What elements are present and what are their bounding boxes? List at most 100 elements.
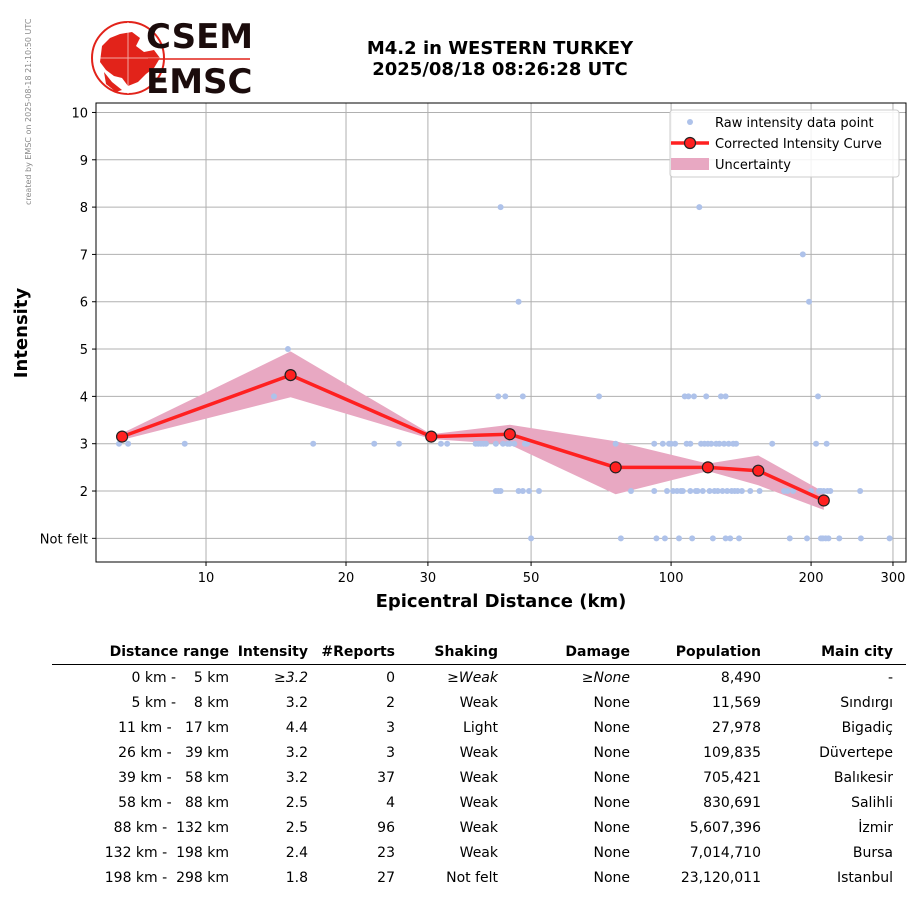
raw-data-point — [738, 488, 745, 495]
legend-label-raw: Raw intensity data point — [715, 116, 874, 131]
cell-population: 109,835 — [703, 744, 761, 761]
title-datetime: 2025/08/18 08:26:28 UTC — [372, 59, 628, 80]
corrected-intensity-marker — [701, 461, 715, 474]
raw-data-point — [284, 346, 291, 353]
raw-data-point — [499, 440, 506, 447]
x-tick-label: 50 — [523, 571, 540, 586]
cell-intensity: 3.2 — [285, 694, 308, 711]
cell-damage: None — [593, 869, 630, 886]
legend: Raw intensity data point Corrected Intens… — [669, 109, 900, 178]
cell-intensity: 4.4 — [285, 719, 308, 736]
header-population: Population — [675, 644, 761, 660]
header-shaking: Shaking — [434, 644, 498, 660]
raw-data-point — [651, 488, 658, 495]
x-tick-label: 300 — [881, 571, 906, 586]
globe-icon — [91, 21, 165, 95]
cell-intensity: 3.2 — [285, 744, 308, 761]
cell-shaking: Weak — [459, 769, 498, 786]
raw-data-point — [687, 440, 694, 447]
creator-credit: created by EMSC on 2025-08-18 21:10:50 U… — [24, 18, 33, 205]
raw-data-point — [734, 488, 741, 495]
legend-label-uncertainty: Uncertainty — [715, 158, 791, 173]
corrected-intensity-marker — [425, 430, 438, 443]
raw-data-point — [310, 440, 317, 447]
raw-data-point — [813, 440, 820, 447]
raw-data-point — [799, 251, 806, 258]
cell-population: 830,691 — [703, 794, 761, 811]
raw-data-point — [612, 440, 619, 447]
raw-data-point — [886, 535, 893, 542]
x-tick-label: 10 — [198, 571, 215, 586]
y-tick-label: Not felt — [40, 532, 88, 547]
cell-intensity: 2.5 — [285, 794, 308, 811]
raw-data-point — [181, 440, 188, 447]
raw-data-point — [694, 488, 701, 495]
cell-distance-range: 88 km - 132 km — [113, 819, 229, 836]
cell-intensity: 2.5 — [285, 819, 308, 836]
cell-main-city: Istanbul — [836, 869, 893, 886]
y-tick-label: 10 — [71, 106, 88, 121]
cell-population: 23,120,011 — [680, 869, 761, 886]
cell-shaking: Light — [463, 719, 498, 736]
cell-damage: None — [593, 844, 630, 861]
cell-population: 7,014,710 — [689, 844, 761, 861]
cell-population: 11,569 — [712, 694, 761, 711]
cell-reports: 23 — [377, 844, 395, 861]
raw-data-point — [651, 440, 658, 447]
table-row: 0 km - 5 km ≥3.2 0 ≥Weak ≥None 8,490 - — [52, 665, 906, 690]
cell-main-city: İzmir — [858, 819, 893, 836]
cell-population: 8,490 — [720, 669, 761, 686]
raw-data-point — [690, 393, 697, 400]
raw-data-point — [679, 488, 686, 495]
table-row: 26 km - 39 km 3.2 3 Weak None 109,835 Düvertep… — [52, 740, 906, 765]
cell-shaking: ≥Weak — [447, 669, 498, 686]
raw-data-point — [502, 393, 509, 400]
raw-data-point — [515, 488, 522, 495]
csem-emsc-logo: CSEM EMSC — [91, 17, 253, 100]
cell-main-city: - — [887, 669, 893, 686]
corrected-intensity-marker — [115, 430, 129, 443]
raw-data-point — [696, 204, 703, 211]
raw-data-point — [727, 535, 734, 542]
raw-data-point — [519, 393, 526, 400]
table-row: 39 km - 58 km 3.2 37 Weak None 705,421 Balıkes… — [52, 765, 906, 790]
raw-data-point — [769, 440, 776, 447]
raw-data-point — [663, 488, 670, 495]
raw-data-point — [627, 488, 634, 495]
raw-data-point — [492, 440, 499, 447]
intensity-table: Distance range Intensity #Reports Shakin… — [52, 640, 906, 890]
header-reports: #Reports — [321, 644, 395, 660]
corrected-intensity-marker — [609, 461, 622, 474]
raw-data-point — [825, 535, 832, 542]
y-tick-label: 3 — [80, 438, 88, 453]
cell-intensity: 2.4 — [285, 844, 308, 861]
raw-data-point — [725, 440, 732, 447]
raw-data-point — [716, 440, 723, 447]
cell-distance-range: 132 km - 198 km — [104, 844, 229, 861]
raw-data-point — [511, 440, 518, 447]
raw-data-point — [722, 393, 729, 400]
raw-data-point — [524, 440, 530, 447]
logo-emsc-text: EMSC — [146, 62, 253, 100]
x-axis-label: Epicentral Distance (km) — [376, 591, 627, 612]
cell-shaking: Weak — [459, 844, 498, 861]
raw-data-point — [444, 440, 451, 447]
legend-curve-marker — [683, 136, 697, 150]
cell-shaking: Weak — [459, 794, 498, 811]
legend-box — [669, 109, 900, 178]
corrected-intensity-marker — [284, 368, 297, 382]
credit-text: created by EMSC on 2025-08-18 21:10:50 U… — [24, 18, 33, 205]
cell-damage: None — [593, 794, 630, 811]
cell-distance-range: 39 km - 58 km — [118, 769, 229, 786]
cell-reports: 27 — [377, 869, 395, 886]
cell-population: 27,978 — [712, 719, 761, 736]
cell-distance-range: 5 km - 8 km — [131, 694, 229, 711]
y-tick-label: 2 — [80, 485, 88, 500]
raw-data-point — [857, 535, 864, 542]
x-tick-label: 100 — [659, 571, 684, 586]
raw-data-point — [717, 393, 724, 400]
raw-data-point — [689, 535, 696, 542]
cell-reports: 2 — [386, 694, 395, 711]
x-tick-label: 20 — [338, 571, 355, 586]
cell-population: 5,607,396 — [689, 819, 761, 836]
